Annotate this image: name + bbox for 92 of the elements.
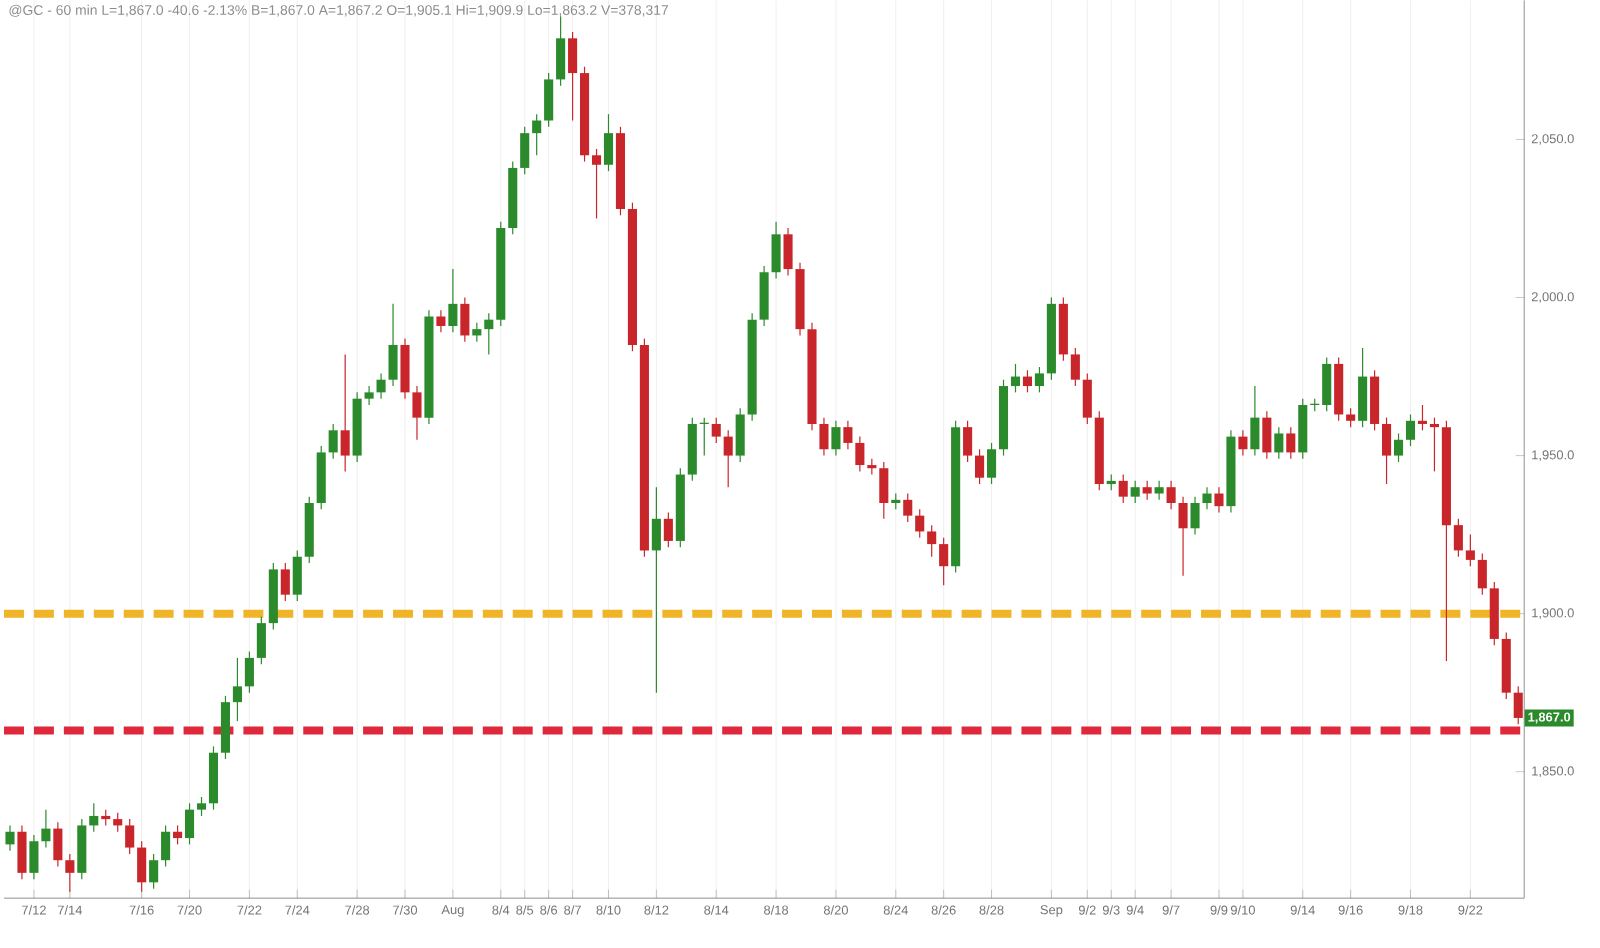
candlestick: [1298, 397, 1308, 459]
candlestick: [137, 840, 147, 893]
candlestick: [292, 549, 302, 602]
candlestick: [591, 148, 602, 219]
candlestick: [340, 353, 350, 472]
candlestick: [1178, 495, 1188, 576]
candlestick: [1393, 432, 1404, 463]
candlestick: [388, 302, 398, 387]
candlestick: [735, 407, 745, 463]
candlestick: [556, 15, 566, 86]
candlestick: [903, 492, 913, 523]
candlestick: [173, 824, 183, 845]
candlestick: [831, 419, 841, 456]
candlestick: [1070, 347, 1080, 387]
candlestick: [436, 309, 446, 333]
candlestick: [1405, 413, 1416, 447]
candlestick: [879, 460, 889, 520]
candlestick: [927, 524, 937, 557]
candlestick: [711, 416, 721, 444]
candlestick: [1010, 362, 1021, 393]
candlestick: [915, 508, 925, 539]
candlestick: [244, 650, 254, 693]
candlestick: [1142, 479, 1152, 501]
candlestick: [17, 824, 27, 880]
candlestick: [256, 615, 266, 665]
candlestick: [472, 321, 482, 343]
candlestick: [1453, 517, 1463, 557]
candlestick: [1465, 533, 1475, 567]
candlestick: [544, 72, 554, 128]
candlestick: [400, 337, 410, 399]
candlestick: [1214, 486, 1224, 513]
candlestick: [975, 448, 985, 485]
candlestick: [855, 435, 865, 472]
candlestick: [1513, 685, 1523, 725]
candlestick: [125, 818, 135, 855]
candlestick: [328, 423, 338, 459]
candlestick: [41, 808, 51, 848]
candlestick: [939, 536, 949, 586]
candlestick: [1130, 479, 1140, 504]
candlestick: [1429, 416, 1439, 472]
candlestick: [196, 796, 207, 817]
candlestick: [783, 227, 793, 276]
candlestick: [603, 113, 614, 172]
candlestick: [77, 818, 87, 880]
candlestick: [1358, 347, 1368, 428]
candlestick: [532, 113, 542, 156]
candlestick: [1477, 552, 1487, 595]
candlestick: [1262, 410, 1272, 459]
candlestick: [29, 833, 39, 880]
candlestick: [651, 486, 661, 693]
candlestick: [963, 419, 973, 463]
candlestick: [65, 852, 75, 893]
candlestick: [663, 511, 673, 548]
candlestick: [484, 312, 494, 355]
candlestick: [412, 385, 422, 441]
candlestick: [723, 429, 733, 488]
candlestick: [53, 821, 63, 867]
candlestick: [1346, 407, 1356, 428]
candlestick: [1082, 372, 1092, 425]
candlestick: [280, 562, 290, 602]
candlestick: [1382, 416, 1392, 485]
candlestick: [1274, 426, 1284, 459]
candlestick: [1034, 366, 1044, 393]
candlestick: [232, 656, 242, 722]
candlestick: [1166, 479, 1176, 510]
candlestick: [568, 31, 578, 121]
candlestick: [1154, 479, 1164, 501]
candlestick: [986, 441, 997, 485]
candlestick: [460, 296, 470, 343]
candlestick: [1190, 495, 1200, 535]
candlestick: [5, 824, 15, 851]
candlestick: [149, 852, 159, 889]
candlestick: [185, 802, 195, 845]
candlestick: [1238, 429, 1248, 456]
candlestick: [1286, 426, 1296, 459]
candlestick: [1022, 369, 1033, 393]
candlestick: [161, 824, 171, 867]
candlestick: [1202, 486, 1212, 510]
candlestick: [364, 385, 374, 406]
candlestick: [113, 811, 123, 833]
candlestick: [1370, 369, 1380, 431]
candlestick: [819, 416, 829, 456]
candlestick: [376, 372, 386, 399]
candlestick: [1250, 385, 1260, 456]
candlestick: [1118, 473, 1128, 504]
candlestick: [759, 264, 769, 327]
candlestick: [89, 802, 99, 833]
candlestick: [771, 220, 781, 279]
candlestick: [843, 419, 853, 450]
candlestick: [1417, 404, 1428, 431]
candlestick: [520, 125, 530, 175]
candlestick: [448, 268, 458, 333]
